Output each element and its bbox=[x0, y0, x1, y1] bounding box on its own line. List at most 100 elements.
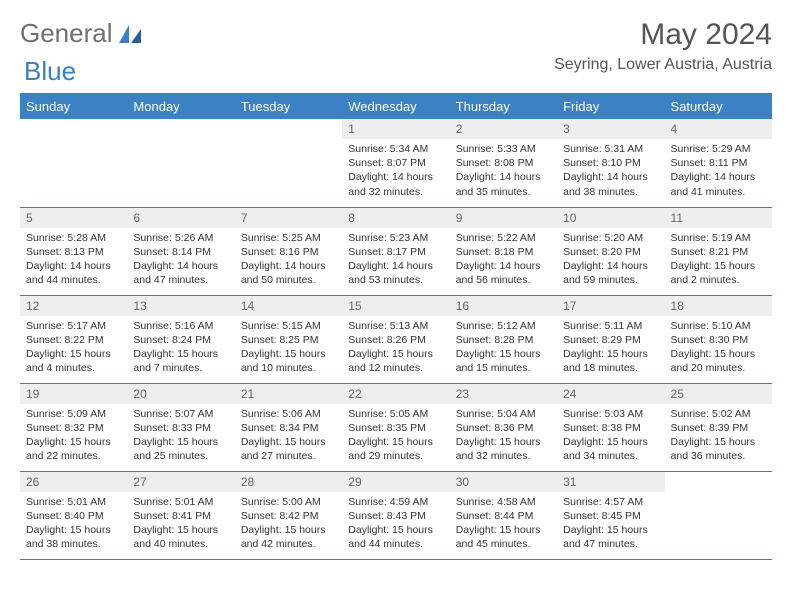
weekday-header-row: SundayMondayTuesdayWednesdayThursdayFrid… bbox=[20, 94, 772, 119]
day-details: Sunrise: 5:02 AMSunset: 8:39 PMDaylight:… bbox=[665, 404, 772, 468]
calendar-day-cell bbox=[235, 119, 342, 207]
day-number: 29 bbox=[342, 472, 449, 492]
day-number: 14 bbox=[235, 296, 342, 316]
calendar-day-cell: 8Sunrise: 5:23 AMSunset: 8:17 PMDaylight… bbox=[342, 207, 449, 295]
day-details: Sunrise: 5:01 AMSunset: 8:40 PMDaylight:… bbox=[20, 492, 127, 556]
day-details: Sunrise: 5:00 AMSunset: 8:42 PMDaylight:… bbox=[235, 492, 342, 556]
weekday-header: Monday bbox=[127, 94, 234, 119]
calendar-day-cell: 7Sunrise: 5:25 AMSunset: 8:16 PMDaylight… bbox=[235, 207, 342, 295]
logo-text-blue: Blue bbox=[24, 56, 76, 87]
day-number: 1 bbox=[342, 119, 449, 139]
day-details: Sunrise: 5:34 AMSunset: 8:07 PMDaylight:… bbox=[342, 139, 449, 203]
calendar-day-cell: 26Sunrise: 5:01 AMSunset: 8:40 PMDayligh… bbox=[20, 471, 127, 559]
day-number: 28 bbox=[235, 472, 342, 492]
day-number: 3 bbox=[557, 119, 664, 139]
location-text: Seyring, Lower Austria, Austria bbox=[554, 56, 772, 74]
month-title: May 2024 bbox=[554, 18, 772, 52]
day-details: Sunrise: 5:17 AMSunset: 8:22 PMDaylight:… bbox=[20, 316, 127, 380]
calendar-day-cell: 11Sunrise: 5:19 AMSunset: 8:21 PMDayligh… bbox=[665, 207, 772, 295]
day-number: 2 bbox=[450, 119, 557, 139]
calendar-day-cell: 12Sunrise: 5:17 AMSunset: 8:22 PMDayligh… bbox=[20, 295, 127, 383]
day-number: 23 bbox=[450, 384, 557, 404]
calendar-day-cell: 27Sunrise: 5:01 AMSunset: 8:41 PMDayligh… bbox=[127, 471, 234, 559]
day-number: 6 bbox=[127, 208, 234, 228]
day-number: 17 bbox=[557, 296, 664, 316]
calendar-day-cell: 15Sunrise: 5:13 AMSunset: 8:26 PMDayligh… bbox=[342, 295, 449, 383]
calendar-day-cell: 1Sunrise: 5:34 AMSunset: 8:07 PMDaylight… bbox=[342, 119, 449, 207]
day-number: 15 bbox=[342, 296, 449, 316]
calendar-day-cell: 16Sunrise: 5:12 AMSunset: 8:28 PMDayligh… bbox=[450, 295, 557, 383]
calendar-day-cell: 23Sunrise: 5:04 AMSunset: 8:36 PMDayligh… bbox=[450, 383, 557, 471]
weekday-header: Friday bbox=[557, 94, 664, 119]
calendar-day-cell: 10Sunrise: 5:20 AMSunset: 8:20 PMDayligh… bbox=[557, 207, 664, 295]
day-number: 27 bbox=[127, 472, 234, 492]
weekday-header: Sunday bbox=[20, 94, 127, 119]
logo-sails-icon bbox=[117, 23, 143, 45]
day-details: Sunrise: 5:04 AMSunset: 8:36 PMDaylight:… bbox=[450, 404, 557, 468]
day-number: 25 bbox=[665, 384, 772, 404]
calendar-day-cell: 25Sunrise: 5:02 AMSunset: 8:39 PMDayligh… bbox=[665, 383, 772, 471]
weekday-header: Wednesday bbox=[342, 94, 449, 119]
day-details: Sunrise: 5:12 AMSunset: 8:28 PMDaylight:… bbox=[450, 316, 557, 380]
logo-text-general: General bbox=[20, 18, 113, 49]
calendar-day-cell: 6Sunrise: 5:26 AMSunset: 8:14 PMDaylight… bbox=[127, 207, 234, 295]
day-number: 16 bbox=[450, 296, 557, 316]
calendar-body: 1Sunrise: 5:34 AMSunset: 8:07 PMDaylight… bbox=[20, 119, 772, 559]
day-details: Sunrise: 5:07 AMSunset: 8:33 PMDaylight:… bbox=[127, 404, 234, 468]
day-details: Sunrise: 5:23 AMSunset: 8:17 PMDaylight:… bbox=[342, 228, 449, 292]
calendar-day-cell: 22Sunrise: 5:05 AMSunset: 8:35 PMDayligh… bbox=[342, 383, 449, 471]
day-number: 7 bbox=[235, 208, 342, 228]
day-details: Sunrise: 5:06 AMSunset: 8:34 PMDaylight:… bbox=[235, 404, 342, 468]
day-number: 18 bbox=[665, 296, 772, 316]
day-details: Sunrise: 4:57 AMSunset: 8:45 PMDaylight:… bbox=[557, 492, 664, 556]
weekday-header: Tuesday bbox=[235, 94, 342, 119]
calendar-day-cell: 14Sunrise: 5:15 AMSunset: 8:25 PMDayligh… bbox=[235, 295, 342, 383]
calendar-day-cell: 19Sunrise: 5:09 AMSunset: 8:32 PMDayligh… bbox=[20, 383, 127, 471]
day-details: Sunrise: 4:58 AMSunset: 8:44 PMDaylight:… bbox=[450, 492, 557, 556]
day-number: 19 bbox=[20, 384, 127, 404]
calendar-day-cell bbox=[665, 471, 772, 559]
day-details: Sunrise: 5:01 AMSunset: 8:41 PMDaylight:… bbox=[127, 492, 234, 556]
day-number: 30 bbox=[450, 472, 557, 492]
day-number: 12 bbox=[20, 296, 127, 316]
day-details: Sunrise: 5:33 AMSunset: 8:08 PMDaylight:… bbox=[450, 139, 557, 203]
calendar-day-cell bbox=[127, 119, 234, 207]
day-number: 11 bbox=[665, 208, 772, 228]
day-number: 13 bbox=[127, 296, 234, 316]
day-details: Sunrise: 5:25 AMSunset: 8:16 PMDaylight:… bbox=[235, 228, 342, 292]
day-details: Sunrise: 5:20 AMSunset: 8:20 PMDaylight:… bbox=[557, 228, 664, 292]
calendar-day-cell: 9Sunrise: 5:22 AMSunset: 8:18 PMDaylight… bbox=[450, 207, 557, 295]
day-number: 20 bbox=[127, 384, 234, 404]
day-number: 24 bbox=[557, 384, 664, 404]
calendar-week-row: 19Sunrise: 5:09 AMSunset: 8:32 PMDayligh… bbox=[20, 383, 772, 471]
calendar-day-cell: 30Sunrise: 4:58 AMSunset: 8:44 PMDayligh… bbox=[450, 471, 557, 559]
calendar-day-cell: 17Sunrise: 5:11 AMSunset: 8:29 PMDayligh… bbox=[557, 295, 664, 383]
calendar-day-cell bbox=[20, 119, 127, 207]
calendar-week-row: 1Sunrise: 5:34 AMSunset: 8:07 PMDaylight… bbox=[20, 119, 772, 207]
calendar-day-cell: 2Sunrise: 5:33 AMSunset: 8:08 PMDaylight… bbox=[450, 119, 557, 207]
day-details: Sunrise: 5:22 AMSunset: 8:18 PMDaylight:… bbox=[450, 228, 557, 292]
calendar-day-cell: 5Sunrise: 5:28 AMSunset: 8:13 PMDaylight… bbox=[20, 207, 127, 295]
calendar-day-cell: 4Sunrise: 5:29 AMSunset: 8:11 PMDaylight… bbox=[665, 119, 772, 207]
day-details: Sunrise: 5:28 AMSunset: 8:13 PMDaylight:… bbox=[20, 228, 127, 292]
weekday-header: Saturday bbox=[665, 94, 772, 119]
day-details: Sunrise: 4:59 AMSunset: 8:43 PMDaylight:… bbox=[342, 492, 449, 556]
day-number: 31 bbox=[557, 472, 664, 492]
calendar-week-row: 5Sunrise: 5:28 AMSunset: 8:13 PMDaylight… bbox=[20, 207, 772, 295]
calendar-table: SundayMondayTuesdayWednesdayThursdayFrid… bbox=[20, 94, 772, 560]
day-number: 22 bbox=[342, 384, 449, 404]
calendar-day-cell: 18Sunrise: 5:10 AMSunset: 8:30 PMDayligh… bbox=[665, 295, 772, 383]
day-details: Sunrise: 5:26 AMSunset: 8:14 PMDaylight:… bbox=[127, 228, 234, 292]
day-details: Sunrise: 5:03 AMSunset: 8:38 PMDaylight:… bbox=[557, 404, 664, 468]
day-number: 10 bbox=[557, 208, 664, 228]
day-details: Sunrise: 5:19 AMSunset: 8:21 PMDaylight:… bbox=[665, 228, 772, 292]
day-details: Sunrise: 5:16 AMSunset: 8:24 PMDaylight:… bbox=[127, 316, 234, 380]
day-details: Sunrise: 5:11 AMSunset: 8:29 PMDaylight:… bbox=[557, 316, 664, 380]
calendar-week-row: 12Sunrise: 5:17 AMSunset: 8:22 PMDayligh… bbox=[20, 295, 772, 383]
calendar-day-cell: 13Sunrise: 5:16 AMSunset: 8:24 PMDayligh… bbox=[127, 295, 234, 383]
day-number: 26 bbox=[20, 472, 127, 492]
calendar-day-cell: 21Sunrise: 5:06 AMSunset: 8:34 PMDayligh… bbox=[235, 383, 342, 471]
day-number: 4 bbox=[665, 119, 772, 139]
day-details: Sunrise: 5:29 AMSunset: 8:11 PMDaylight:… bbox=[665, 139, 772, 203]
day-details: Sunrise: 5:31 AMSunset: 8:10 PMDaylight:… bbox=[557, 139, 664, 203]
